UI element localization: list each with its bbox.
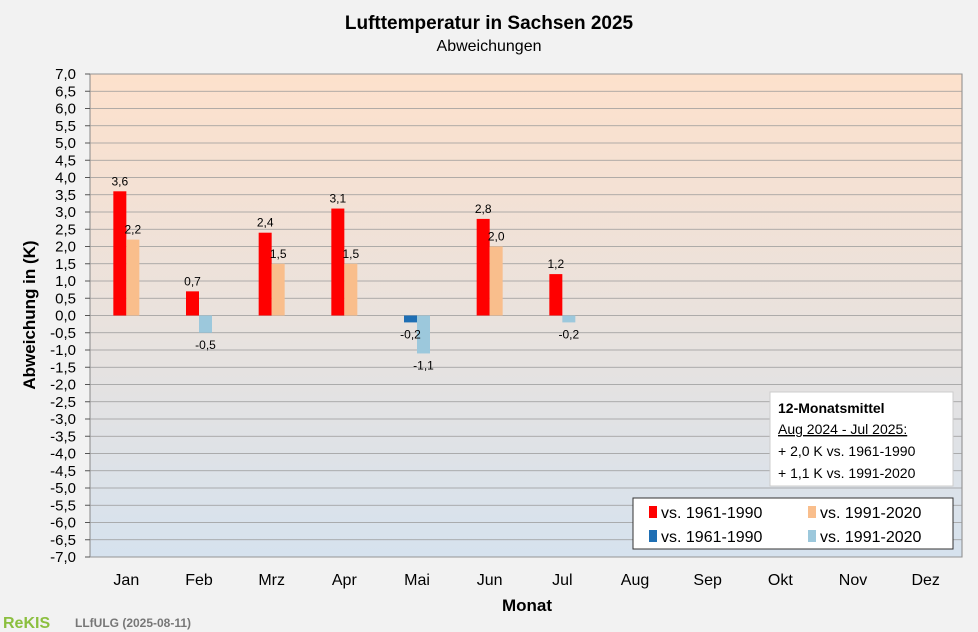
data-label: -0,5	[195, 338, 216, 352]
y-tick-label: 3,5	[55, 187, 76, 204]
data-label: -1,1	[413, 358, 434, 372]
y-tick-labels: -7,0-6,5-6,0-5,5-5,0-4,5-4,0-3,5-3,0-2,5…	[50, 66, 76, 566]
bar-vs-1991-2020	[199, 315, 212, 333]
y-tick-label: -5,0	[50, 480, 76, 497]
data-label: 2,8	[475, 202, 492, 216]
x-tick-label: Mai	[404, 572, 430, 589]
data-label: 3,6	[111, 174, 128, 188]
y-tick-label: 4,0	[55, 170, 76, 187]
bar-vs-1991-2020	[344, 263, 358, 316]
data-label: 1,5	[270, 247, 287, 261]
y-tick-label: 3,0	[55, 204, 76, 221]
x-tick-label: Mrz	[258, 572, 285, 589]
y-tick-label: 1,5	[55, 256, 76, 273]
y-tick-label: -2,0	[50, 377, 76, 394]
annotation-box: 12-Monatsmittel Aug 2024 - Jul 2025: + 2…	[769, 391, 954, 487]
x-tick-label: Feb	[185, 572, 213, 589]
y-tick-label: -2,5	[50, 394, 76, 411]
annotation-line2: + 1,1 K vs. 1991-2020	[778, 465, 916, 481]
annotation-period: Aug 2024 - Jul 2025:	[778, 421, 907, 437]
x-tick-label: Nov	[839, 572, 867, 589]
y-tick-label: -6,5	[50, 532, 76, 549]
data-label: 1,2	[547, 257, 564, 271]
x-tick-label: Okt	[768, 572, 793, 589]
y-tick-label: 5,0	[55, 135, 76, 152]
x-tick-label: Jun	[477, 572, 503, 589]
bar-vs-1961-1990	[404, 315, 417, 323]
data-label: 2,2	[124, 223, 141, 237]
x-tick-label: Aug	[621, 572, 649, 589]
y-tick-label: 2,0	[55, 239, 76, 256]
bars	[113, 191, 576, 354]
data-label: -0,2	[400, 327, 421, 341]
y-tick-label: -4,5	[50, 463, 76, 480]
data-label: 3,1	[329, 192, 346, 206]
bar-vs-1991-2020	[126, 239, 140, 316]
y-tick-label: -4,0	[50, 446, 76, 463]
y-tick-label: 6,0	[55, 101, 76, 118]
bar-vs-1991-2020	[489, 246, 503, 316]
bar-vs-1961-1990	[549, 274, 563, 316]
x-axis-label: Monat	[502, 596, 552, 615]
legend-swatch-1	[649, 506, 657, 518]
bar-vs-1961-1990	[476, 218, 490, 316]
y-axis-label: Abweichung in (K)	[20, 240, 39, 389]
y-tick-label: -1,0	[50, 342, 76, 359]
legend-label-3: vs. 1961-1990	[661, 529, 763, 546]
bar-vs-1961-1990	[258, 232, 272, 316]
bar-vs-1991-2020	[562, 315, 576, 323]
data-label: 2,0	[488, 230, 505, 244]
y-tick-label: -1,5	[50, 359, 76, 376]
legend: vs. 1961-1990 vs. 1991-2020 vs. 1961-199…	[632, 497, 954, 550]
x-tick-label: Jul	[552, 572, 572, 589]
x-tick-label: Dez	[911, 572, 939, 589]
legend-swatch-4	[808, 530, 816, 542]
legend-label-1: vs. 1961-1990	[661, 505, 763, 522]
data-label: -0,2	[558, 327, 579, 341]
data-label: 2,4	[257, 216, 274, 230]
data-label: 1,5	[342, 247, 359, 261]
legend-label-4: vs. 1991-2020	[820, 529, 922, 546]
y-tick-label: -6,0	[50, 515, 76, 532]
x-tick-label: Jan	[113, 572, 139, 589]
y-tick-label: -7,0	[50, 549, 76, 566]
annotation-title: 12-Monatsmittel	[778, 400, 885, 416]
data-labels: 3,6 0,7 2,4 3,1 -0,2 2,8 1,2 2,2 -0,5 1,5 1,5 -1,1 2…	[111, 174, 579, 372]
data-label: 0,7	[184, 274, 201, 288]
legend-swatch-2	[808, 506, 816, 518]
chart-title: Lufttemperatur in Sachsen 2025	[345, 13, 634, 34]
bar-vs-1961-1990	[186, 291, 199, 316]
y-tick-label: -5,5	[50, 497, 76, 514]
y-tick-label: -3,5	[50, 428, 76, 445]
y-tick-label: 7,0	[55, 66, 76, 83]
y-tick-label: 0,0	[55, 308, 76, 325]
y-tick-label: 2,5	[55, 221, 76, 238]
legend-label-2: vs. 1991-2020	[820, 505, 922, 522]
bar-vs-1961-1990	[331, 208, 345, 316]
bar-vs-1961-1990	[113, 191, 127, 316]
y-tick-label: 1,0	[55, 273, 76, 290]
chart-subtitle: Abweichungen	[437, 38, 542, 55]
y-tick-label: -3,0	[50, 411, 76, 428]
y-tick-label: 4,5	[55, 152, 76, 169]
bar-vs-1991-2020	[417, 315, 430, 354]
rekis-logo: ReKIS	[3, 615, 50, 632]
x-tick-label: Sep	[693, 572, 722, 589]
annotation-line1: + 2,0 K vs. 1961-1990	[778, 443, 916, 459]
y-tick-label: 6,5	[55, 83, 76, 100]
x-tick-labels: Jan Feb Mrz Apr Mai Jun Jul Aug Sep Okt Nov Dez	[113, 572, 939, 589]
y-tick-label: 5,5	[55, 118, 76, 135]
legend-swatch-3	[649, 530, 657, 542]
bar-vs-1991-2020	[271, 263, 285, 316]
footer-credit: LLfULG (2025-08-11)	[75, 616, 191, 630]
y-tick-label: -0,5	[50, 325, 76, 342]
x-tick-label: Apr	[332, 572, 358, 589]
y-tick-label: 0,5	[55, 290, 76, 307]
